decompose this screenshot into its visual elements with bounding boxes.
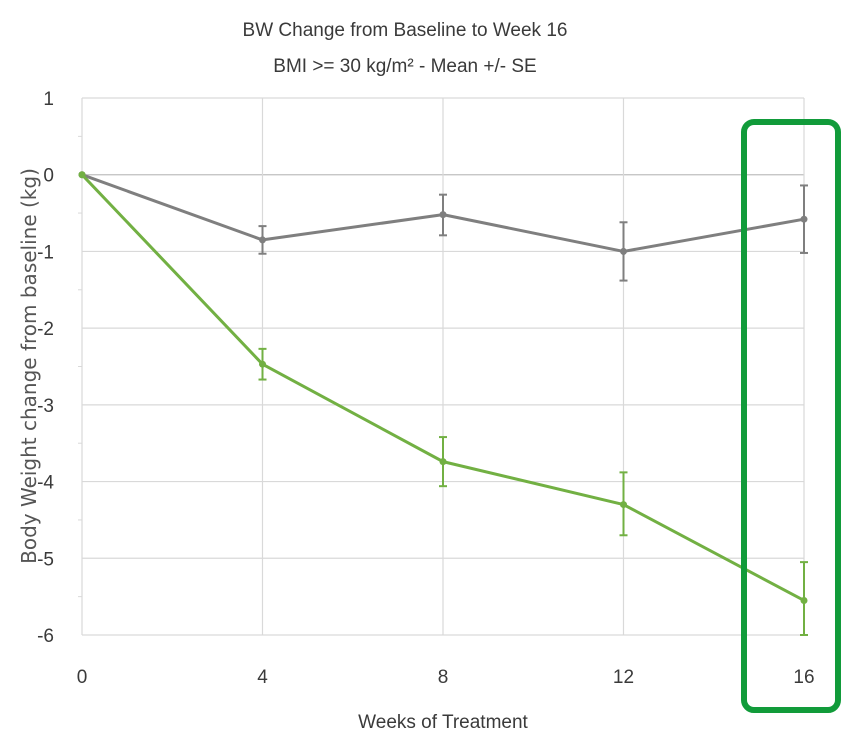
y-tick-label: 1 — [43, 89, 54, 110]
y-tick-label: -5 — [37, 549, 54, 570]
axes: 1 0 -1 -2 -3 -4 -5 -6 0 4 8 12 16 — [37, 89, 814, 688]
series-1 — [78, 171, 808, 282]
x-tick-label: 0 — [77, 667, 88, 688]
data-point — [439, 211, 447, 219]
data-point — [620, 247, 627, 255]
x-tick-label: 16 — [793, 667, 814, 688]
data-point — [259, 360, 266, 368]
x-tick-label: 4 — [257, 667, 268, 688]
chart-subtitle: BMI >= 30 kg/m² - Mean +/- SE — [273, 56, 536, 77]
x-tick-label: 8 — [438, 667, 449, 688]
y-tick-label: -6 — [37, 626, 54, 647]
grid — [78, 97, 805, 636]
data-point — [259, 236, 266, 244]
chart-title: BW Change from Baseline to Week 16 — [243, 20, 568, 41]
x-tick-label: 12 — [613, 667, 634, 688]
data-point — [800, 215, 808, 223]
data-point — [78, 171, 86, 179]
data-point — [620, 501, 627, 509]
data-point — [439, 458, 447, 466]
data-point — [800, 596, 808, 604]
highlight-layer — [741, 119, 841, 713]
y-tick-label: 0 — [43, 166, 54, 187]
y-tick-label: -1 — [37, 242, 54, 263]
series-layer — [78, 171, 808, 636]
y-tick-label: -3 — [37, 396, 54, 417]
highlight-box — [741, 119, 841, 713]
y-tick-label: -2 — [37, 319, 54, 340]
x-axis-title: Weeks of Treatment — [358, 712, 528, 733]
y-axis-title: Body Weight change from baseline (kg) — [17, 168, 41, 564]
series-2 — [78, 171, 808, 636]
y-tick-label: -4 — [37, 473, 54, 494]
